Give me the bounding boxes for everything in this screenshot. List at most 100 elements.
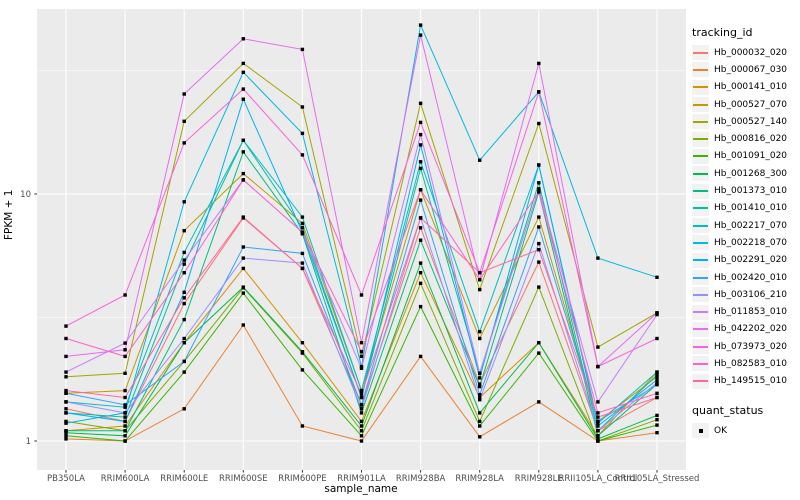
data-point-Hb_000816_020 xyxy=(64,419,68,424)
legend-key-swatch xyxy=(692,97,709,113)
legend-item-Hb_003106_210: Hb_003106_210 xyxy=(692,286,800,303)
data-point-Hb_001410_010 xyxy=(182,262,186,266)
legend-key-swatch xyxy=(692,235,709,251)
data-point-Hb_000527_140 xyxy=(123,371,127,375)
legend-item-Hb_002218_070: Hb_002218_070 xyxy=(692,234,800,251)
legend-item-Hb_149515_010: Hb_149515_010 xyxy=(692,373,800,390)
data-point-Hb_000067_030 xyxy=(359,439,364,443)
data-point-Hb_001091_020 xyxy=(241,291,245,295)
data-point-Hb_003106_210 xyxy=(596,429,600,433)
data-point-Hb_001410_010 xyxy=(655,373,659,377)
y-tick-label: 1 xyxy=(26,437,31,447)
data-point-Hb_000816_020 xyxy=(537,285,541,289)
data-point-Hb_082583_010 xyxy=(359,350,364,354)
data-point-Hb_011853_010 xyxy=(596,400,600,404)
data-point-Hb_082583_010 xyxy=(300,230,305,234)
data-point-Hb_000067_030 xyxy=(655,431,659,435)
data-point-Hb_001091_020 xyxy=(655,423,659,427)
data-point-Hb_073973_020 xyxy=(596,364,600,369)
data-point-Hb_002420_010 xyxy=(123,403,127,407)
data-point-Hb_011853_010 xyxy=(123,341,127,345)
legend-item-quant-ok: OK xyxy=(692,422,800,439)
legend-item-label: Hb_042202_020 xyxy=(714,324,788,335)
data-point-Hb_002218_070 xyxy=(182,200,186,204)
legend-color-line-icon xyxy=(693,207,708,210)
data-point-Hb_011853_010 xyxy=(478,371,482,375)
legend-item-label: Hb_000067_030 xyxy=(714,64,788,75)
data-point-Hb_001373_010 xyxy=(64,429,68,433)
legend-key-swatch xyxy=(692,287,709,303)
legend-item-label: Hb_003106_210 xyxy=(714,289,788,300)
legend-item-Hb_082583_010: Hb_082583_010 xyxy=(692,355,800,372)
legend-color-line-icon xyxy=(693,224,708,227)
legend-key-swatch xyxy=(692,252,709,268)
legend-item-Hb_000816_020: Hb_000816_020 xyxy=(692,130,800,147)
data-point-Hb_149515_010 xyxy=(478,271,482,275)
data-point-Hb_000527_140 xyxy=(241,61,245,66)
data-point-Hb_001091_020 xyxy=(359,434,364,438)
data-point-Hb_002218_070 xyxy=(478,158,482,162)
x-tick-label: RRIM600LE xyxy=(160,474,208,484)
legend-color-line-icon xyxy=(693,380,708,383)
legend-item-Hb_000527_070: Hb_000527_070 xyxy=(692,96,800,113)
data-point-Hb_000032_020 xyxy=(478,382,482,386)
data-point-Hb_000032_020 xyxy=(182,301,186,306)
legend-item-Hb_002420_010: Hb_002420_010 xyxy=(692,269,800,286)
data-point-Hb_042202_020 xyxy=(123,348,127,352)
legend-item-Hb_073973_020: Hb_073973_020 xyxy=(692,338,800,355)
data-point-Hb_001373_010 xyxy=(182,317,186,322)
quant-status-legend: quant_status OK xyxy=(692,404,800,439)
data-point-Hb_042202_020 xyxy=(300,47,305,52)
data-point-Hb_082583_010 xyxy=(537,190,541,194)
data-point-Hb_149515_010 xyxy=(537,248,541,252)
data-point-Hb_002420_010 xyxy=(478,393,482,397)
data-point-Hb_149515_010 xyxy=(418,216,423,220)
data-point-Hb_000067_030 xyxy=(241,323,245,327)
data-point-Hb_082583_010 xyxy=(418,188,423,192)
legend-color-line-icon xyxy=(693,51,708,54)
data-point-Hb_003106_210 xyxy=(359,407,364,411)
data-point-Hb_002291_020 xyxy=(418,143,423,147)
data-point-Hb_000032_020 xyxy=(64,407,68,411)
legend-key-swatch xyxy=(692,183,709,199)
data-point-Hb_001091_020 xyxy=(418,304,423,309)
data-point-Hb_000527_070 xyxy=(537,215,541,219)
data-point-Hb_003106_210 xyxy=(241,256,245,260)
data-point-Hb_002420_010 xyxy=(655,383,659,387)
data-point-Hb_002420_010 xyxy=(241,245,245,249)
x-tick-label: RRIM928BA xyxy=(396,474,446,484)
data-point-Hb_001410_010 xyxy=(418,166,423,171)
data-point-Hb_000527_140 xyxy=(537,121,541,126)
data-point-Hb_001091_020 xyxy=(596,439,600,443)
data-point-Hb_000527_140 xyxy=(418,101,423,105)
data-point-Hb_000816_020 xyxy=(418,281,423,285)
data-point-Hb_002291_020 xyxy=(596,424,600,428)
legend-item-label: Hb_001410_010 xyxy=(714,203,788,214)
data-point-Hb_002217_070 xyxy=(359,388,364,393)
data-point-Hb_001091_020 xyxy=(478,424,482,428)
data-point-Hb_002218_070 xyxy=(418,23,423,27)
legend-item-Hb_002291_020: Hb_002291_020 xyxy=(692,252,800,269)
data-point-Hb_011853_010 xyxy=(418,132,423,137)
data-point-Hb_001268_300 xyxy=(300,350,305,354)
legend-item-Hb_001268_300: Hb_001268_300 xyxy=(692,165,800,182)
data-point-Hb_003106_210 xyxy=(478,398,482,402)
data-point-Hb_000527_070 xyxy=(123,388,127,393)
legend-item-Hb_001091_020: Hb_001091_020 xyxy=(692,148,800,165)
legend-item-label: Hb_001373_010 xyxy=(714,186,788,197)
data-point-Hb_082583_010 xyxy=(655,391,659,395)
data-point-Hb_002217_070 xyxy=(182,250,186,255)
legend-key-swatch xyxy=(692,131,709,147)
data-point-Hb_082583_010 xyxy=(64,336,68,341)
data-point-Hb_002217_070 xyxy=(596,421,600,425)
data-point-Hb_000067_030 xyxy=(418,354,423,359)
data-point-Hb_001268_300 xyxy=(359,424,364,428)
data-point-Hb_001373_010 xyxy=(359,411,364,415)
data-point-Hb_002218_070 xyxy=(241,70,245,74)
x-axis-title: sample_name xyxy=(324,483,398,495)
legend-key-swatch xyxy=(692,45,709,61)
data-point-Hb_042202_020 xyxy=(241,37,245,41)
data-point-Hb_000141_010 xyxy=(359,419,364,424)
legend-item-Hb_000527_140: Hb_000527_140 xyxy=(692,113,800,130)
